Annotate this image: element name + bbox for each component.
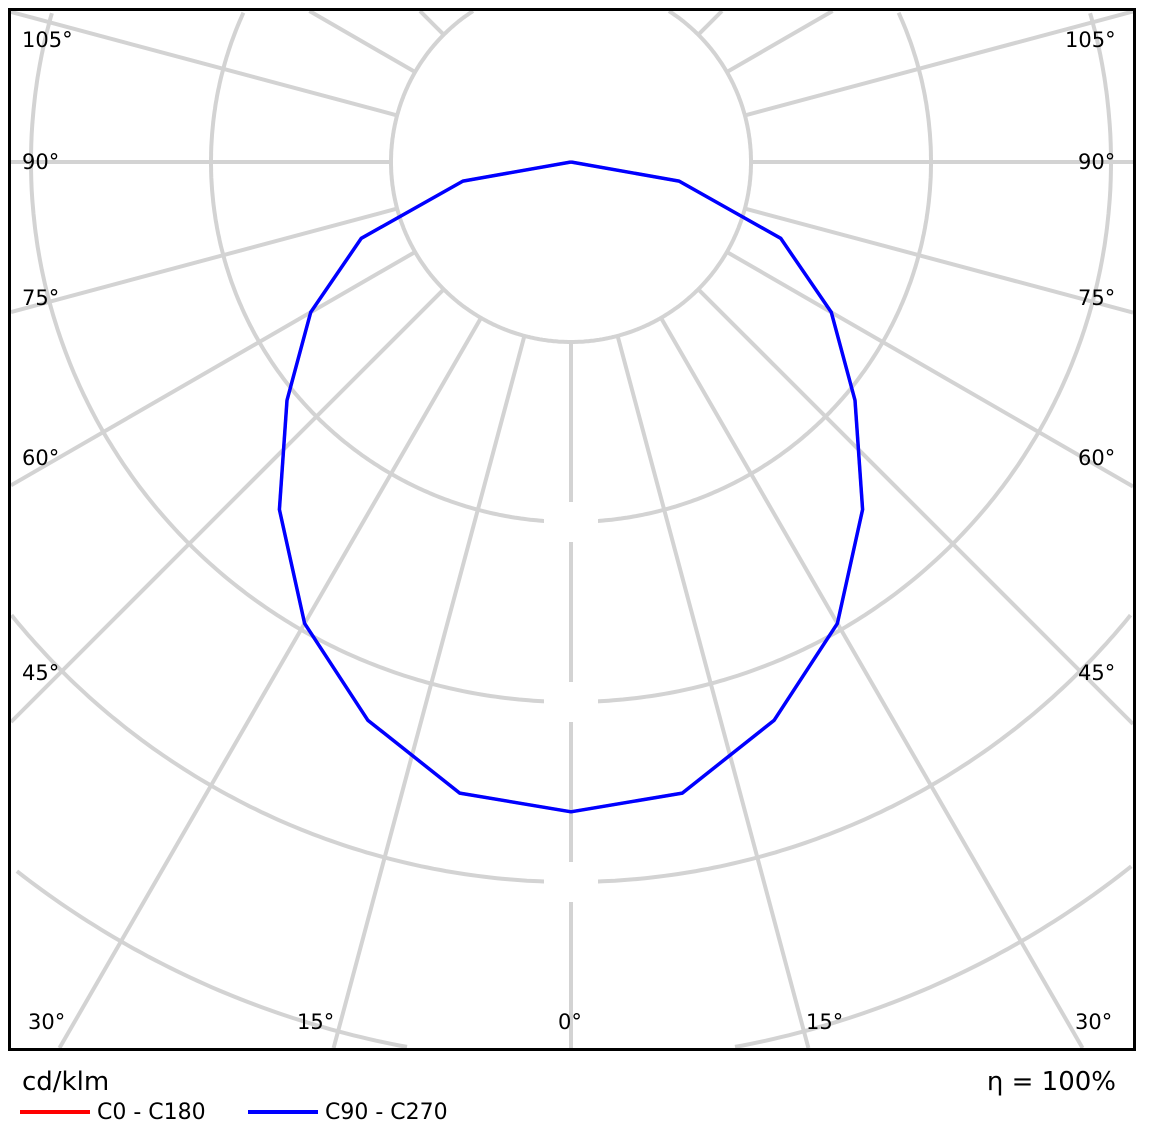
- series-c90-c270: [277, 160, 865, 814]
- angle-label-bottom-0: 0°: [558, 1010, 582, 1034]
- angle-label-bottom-15-right: 15°: [806, 1010, 844, 1034]
- plot-frame: [8, 8, 1136, 1051]
- grid-spoke: [615, 335, 811, 1049]
- ring-label-gap: [544, 502, 598, 542]
- grid-spoke: [10, 10, 398, 118]
- grid-ring: [571, 12, 1113, 704]
- legend-label-c90-c270: C90 - C270: [325, 1100, 448, 1125]
- grid-spoke: [725, 250, 1135, 489]
- grid-spoke: [10, 206, 398, 314]
- angle-label-bottom-15-left: 15°: [297, 1010, 335, 1034]
- grid-spoke: [331, 335, 527, 1049]
- grid-spoke: [9, 287, 446, 724]
- grid-spoke: [9, 250, 417, 488]
- angle-label-left-90: 90°: [22, 150, 60, 174]
- grid-ring: [734, 864, 1133, 1049]
- grid-ring: [389, 9, 571, 344]
- angle-label-right-105: 105°: [1065, 28, 1116, 52]
- ring-label-gap: [544, 862, 598, 902]
- angle-label-right-60: 60°: [1078, 446, 1116, 470]
- ring-label-gap: [544, 682, 598, 722]
- grid-spoke: [696, 9, 724, 37]
- grid-spoke: [57, 316, 483, 1050]
- grid-ring: [571, 9, 753, 344]
- angle-label-left-60: 60°: [22, 446, 60, 470]
- angle-label-right-90: 90°: [1078, 150, 1116, 174]
- unit-label: cd/klm: [22, 1067, 110, 1097]
- grid-spoke: [696, 287, 1135, 726]
- angle-label-right-45: 45°: [1078, 661, 1116, 685]
- legend-swatch-c90-c270: [248, 1110, 318, 1114]
- grid-spoke: [744, 9, 1134, 118]
- angle-label-right-75: 75°: [1078, 286, 1116, 310]
- grid-spoke: [744, 206, 1134, 315]
- legend-label-c0-c180: C0 - C180: [97, 1100, 206, 1125]
- grid-ring: [571, 11, 933, 524]
- efficiency-label: η = 100%: [986, 1067, 1116, 1097]
- grid-spoke: [308, 9, 417, 74]
- grid-ring: [9, 613, 571, 884]
- angle-label-left-45: 45°: [22, 661, 60, 685]
- grid-ring: [29, 12, 571, 704]
- curves: [277, 160, 865, 814]
- grid-ring: [571, 613, 1133, 884]
- angle-label-left-105: 105°: [22, 28, 73, 52]
- grid-spoke: [725, 9, 834, 74]
- angle-label-bottom-30-left: 30°: [28, 1010, 66, 1034]
- angle-label-bottom-30-right: 30°: [1075, 1010, 1113, 1034]
- legend-swatch-c0-c180: [20, 1110, 90, 1114]
- grid-spoke: [418, 9, 446, 37]
- grid-spoke: [659, 316, 1085, 1050]
- grid-ring: [209, 11, 571, 524]
- angle-label-left-75: 75°: [22, 286, 60, 310]
- polar-grid: [9, 9, 1135, 1050]
